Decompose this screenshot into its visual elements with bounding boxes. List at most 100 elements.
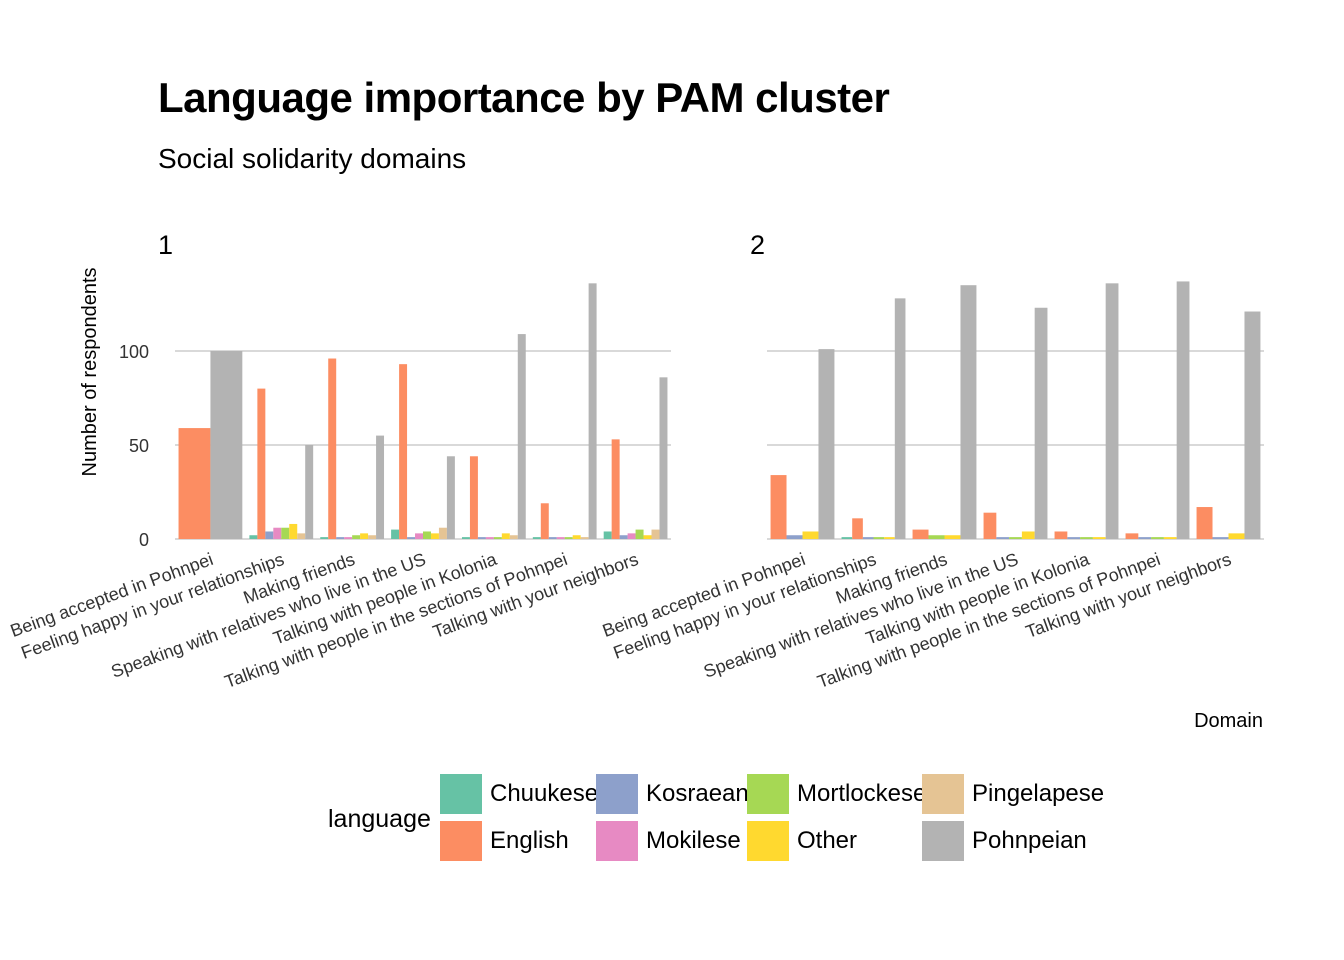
facet-label: 2 (750, 230, 765, 260)
bar-pingelapese-5 (509, 535, 518, 539)
bar-english-6 (1125, 533, 1139, 539)
x-axis-title: Domain (1194, 710, 1263, 732)
bar-pohnpeian-3 (960, 285, 977, 539)
bar-pohnpeian-5 (517, 334, 526, 539)
bar-mortlockese-5 (1080, 537, 1093, 539)
legend-swatch (596, 821, 638, 861)
legend-label: Chuukese (490, 780, 599, 807)
bar-pingelapese-4 (438, 527, 447, 539)
bar-kosraean-5 (477, 537, 486, 539)
bar-other-7 (1228, 533, 1245, 539)
bar-other-1 (802, 531, 819, 539)
legend-label: Mokilese (646, 827, 741, 854)
bar-mortlockese-3 (928, 535, 945, 539)
y-tick-label: 50 (129, 436, 149, 456)
legend-label: Other (797, 827, 858, 854)
bar-mortlockese-5 (493, 537, 502, 539)
bar-other-4 (430, 533, 439, 539)
bar-other-6 (572, 535, 581, 539)
bar-kosraean-7 (1212, 537, 1229, 539)
bar-kosraean-2 (862, 537, 874, 539)
bar-mortlockese-2 (281, 527, 290, 539)
bar-pingelapese-7 (651, 529, 660, 539)
bar-other-2 (884, 537, 895, 539)
chart-title: Language importance by PAM cluster (158, 74, 890, 121)
bar-english-5 (469, 456, 478, 539)
bar-english-7 (611, 439, 620, 539)
bar-english-4 (399, 364, 408, 539)
bar-english-7 (1196, 507, 1213, 539)
bar-mokilese-7 (627, 533, 636, 539)
legend-item-other: Other (747, 821, 857, 861)
legend-label: English (490, 827, 569, 854)
bar-pohnpeian-5 (1105, 283, 1119, 539)
bar-english-3 (328, 358, 337, 539)
bar-kosraean-4 (407, 537, 416, 539)
bar-kosraean-4 (996, 537, 1010, 539)
bar-mokilese-5 (485, 537, 494, 539)
bar-pingelapese-3 (368, 535, 377, 539)
facet-label: 1 (158, 230, 173, 260)
bar-kosraean-2 (265, 531, 274, 539)
bar-kosraean-6 (1138, 537, 1152, 539)
bar-pingelapese-6 (580, 537, 589, 539)
legend-label: Pohnpeian (972, 827, 1087, 854)
bar-pohnpeian-2 (305, 445, 314, 539)
bar-other-2 (289, 523, 298, 539)
legend-swatch (440, 774, 482, 814)
bar-chuukese-6 (532, 537, 541, 539)
bar-other-3 (944, 535, 961, 539)
bar-other-4 (1021, 531, 1035, 539)
bar-english-2 (852, 518, 863, 539)
bar-chuukese-5 (461, 537, 470, 539)
bar-pohnpeian-1 (210, 351, 243, 539)
legend-swatch (596, 774, 638, 814)
legend-title: language (328, 805, 431, 833)
y-tick-label: 100 (119, 342, 149, 362)
bar-other-7 (643, 535, 652, 539)
bar-english-6 (540, 503, 549, 539)
legend-item-mokilese: Mokilese (596, 821, 741, 861)
y-axis-title: Number of respondents (79, 267, 101, 476)
legend-item-chuukese: Chuukese (440, 774, 598, 814)
bar-mortlockese-7 (635, 529, 644, 539)
bar-chuukese-3 (320, 537, 329, 539)
bar-kosraean-3 (336, 537, 345, 539)
chart-subtitle: Social solidarity domains (158, 143, 467, 174)
legend-swatch (747, 821, 789, 861)
bar-mortlockese-4 (423, 531, 431, 539)
bar-pohnpeian-7 (1244, 311, 1261, 539)
legend-item-pohnpeian: Pohnpeian (922, 821, 1087, 861)
bar-english-5 (1054, 531, 1068, 539)
bar-other-3 (360, 533, 369, 539)
bar-pohnpeian-6 (588, 283, 597, 539)
bar-kosraean-7 (619, 535, 628, 539)
legend-label: Kosraean (646, 780, 749, 807)
bar-pohnpeian-6 (1176, 281, 1190, 539)
legend-item-english: English (440, 821, 569, 861)
bar-chart-plot: Number of respondentsDomain0501001Being … (8, 230, 1264, 732)
bar-mortlockese-6 (1151, 537, 1164, 539)
bar-other-5 (501, 533, 510, 539)
bar-pingelapese-2 (297, 533, 306, 539)
bar-mokilese-3 (344, 537, 353, 539)
bar-english-3 (912, 529, 929, 539)
bar-mokilese-2 (273, 527, 282, 539)
bar-mortlockese-3 (352, 535, 361, 539)
bar-kosraean-1 (786, 535, 803, 539)
legend-item-pingelapese: Pingelapese (922, 774, 1104, 814)
bar-pohnpeian-2 (894, 298, 906, 539)
bar-chuukese-4 (391, 529, 400, 539)
bar-chuukese-2 (841, 537, 853, 539)
bar-mortlockese-4 (1009, 537, 1022, 539)
bar-pohnpeian-1 (818, 349, 835, 539)
bar-chuukese-7 (603, 531, 612, 539)
bar-mortlockese-2 (873, 537, 885, 539)
bar-other-6 (1163, 537, 1177, 539)
legend-item-kosraean: Kosraean (596, 774, 749, 814)
bar-kosraean-5 (1067, 537, 1081, 539)
bar-english-1 (178, 428, 211, 539)
legend-swatch (440, 821, 482, 861)
